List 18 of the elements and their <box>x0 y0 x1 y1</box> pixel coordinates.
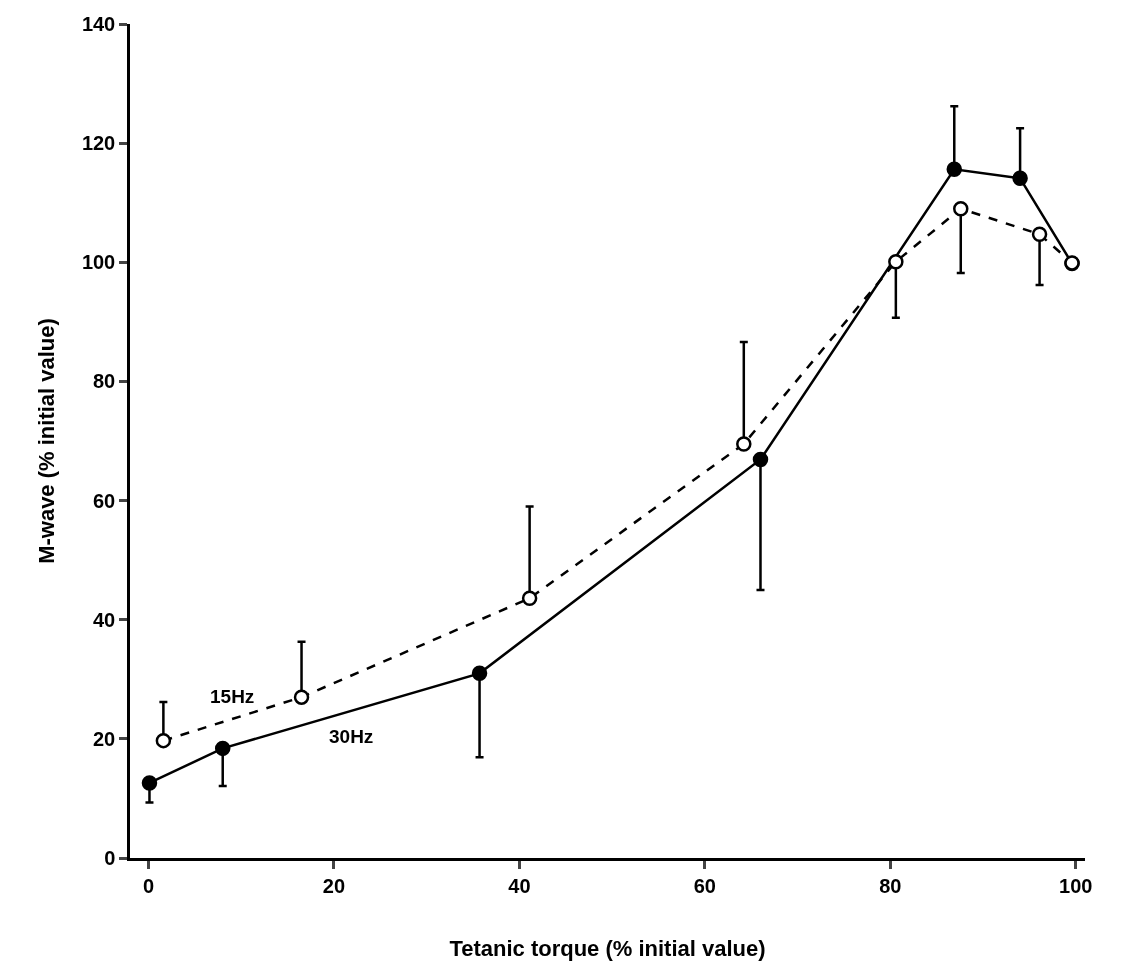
y-tick-label: 60 <box>93 489 116 512</box>
y-tick-label: 140 <box>81 13 116 35</box>
x-tick-label: 80 <box>879 874 902 897</box>
y-tick-label: 120 <box>81 132 116 155</box>
series-label: 30Hz <box>329 726 374 747</box>
y-tick-label: 0 <box>104 847 116 869</box>
x-tick-label: 0 <box>142 874 155 897</box>
y-tick-label: 100 <box>81 251 116 274</box>
y-axis-title: M-wave (% initial value) <box>33 318 59 564</box>
series-label: 15Hz <box>210 686 255 707</box>
x-axis-title: Tetanic torque (% initial value) <box>449 935 766 961</box>
x-tick-label: 100 <box>1059 874 1093 897</box>
y-tick-label: 20 <box>93 727 116 750</box>
x-tick-label: 20 <box>322 874 346 897</box>
y-tick-label: 40 <box>93 608 116 631</box>
x-tick-label: 40 <box>508 874 531 897</box>
y-tick-label: 80 <box>93 370 116 393</box>
x-tick-label: 60 <box>693 874 716 897</box>
